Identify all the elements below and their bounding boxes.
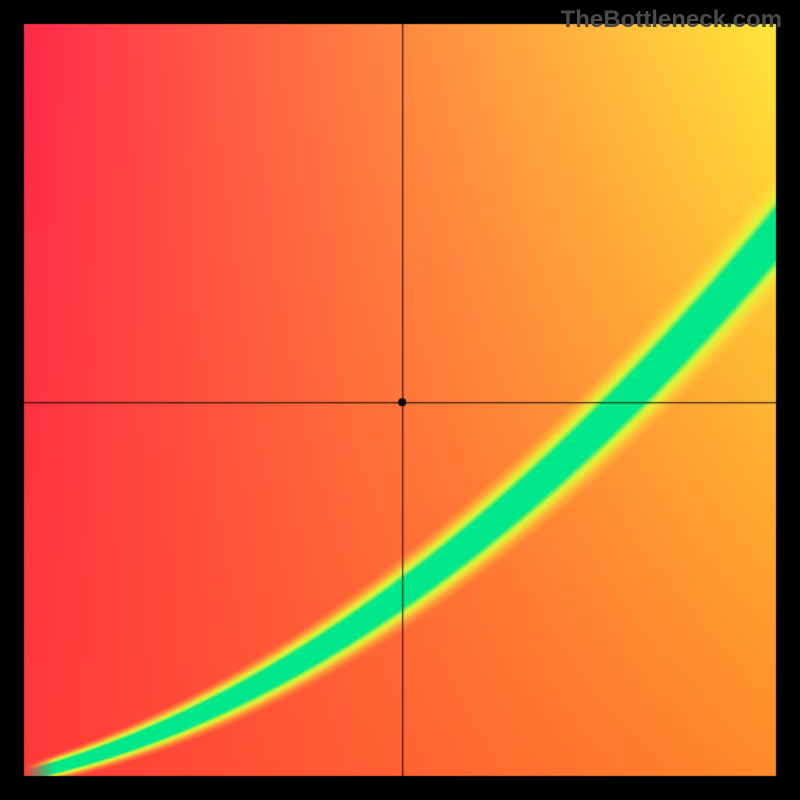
watermark-text: TheBottleneck.com [561, 6, 782, 34]
chart-container: TheBottleneck.com [0, 0, 800, 800]
heatmap-canvas [0, 0, 800, 800]
